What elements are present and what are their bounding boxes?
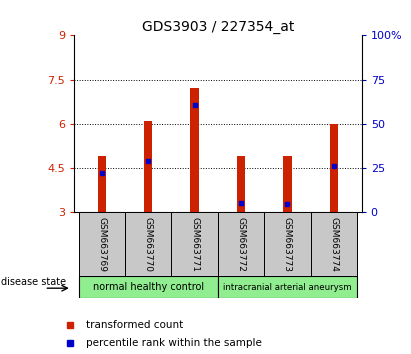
Text: percentile rank within the sample: percentile rank within the sample: [86, 338, 262, 348]
Text: intracranial arterial aneurysm: intracranial arterial aneurysm: [223, 282, 352, 292]
Bar: [125, 212, 171, 276]
Bar: [218, 276, 357, 298]
Bar: [311, 212, 357, 276]
Bar: [218, 212, 264, 276]
Bar: [79, 212, 125, 276]
Bar: [79, 276, 218, 298]
Bar: [144, 121, 152, 212]
Bar: [171, 212, 218, 276]
Title: GDS3903 / 227354_at: GDS3903 / 227354_at: [142, 21, 294, 34]
Bar: [98, 156, 106, 212]
Text: GSM663771: GSM663771: [190, 217, 199, 272]
Text: GSM663774: GSM663774: [329, 217, 338, 272]
Text: GSM663773: GSM663773: [283, 217, 292, 272]
Text: GSM663769: GSM663769: [97, 217, 106, 272]
Text: GSM663770: GSM663770: [144, 217, 153, 272]
Bar: [264, 212, 311, 276]
Bar: [190, 88, 199, 212]
Text: GSM663772: GSM663772: [237, 217, 245, 272]
Text: disease state: disease state: [2, 276, 67, 287]
Bar: [283, 156, 292, 212]
Text: normal healthy control: normal healthy control: [92, 282, 204, 292]
Bar: [237, 156, 245, 212]
Bar: [330, 124, 338, 212]
Text: transformed count: transformed count: [86, 320, 184, 330]
